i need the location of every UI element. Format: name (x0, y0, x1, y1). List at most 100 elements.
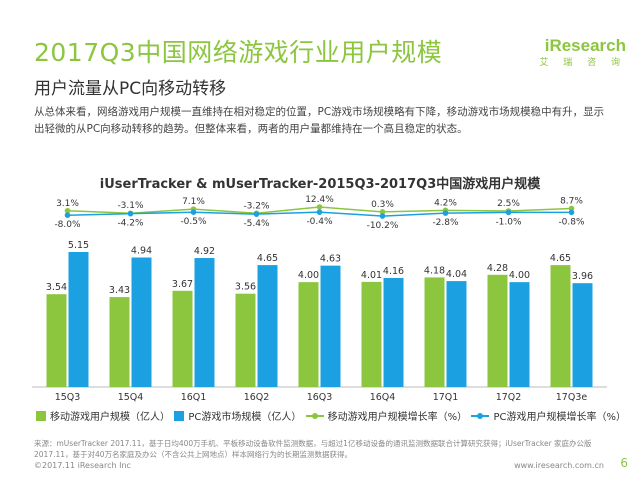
x-tick-label: 17Q3e (556, 392, 588, 403)
legend-item-mobile-growth: 移动游戏用户规模增长率（%） (305, 408, 468, 423)
legend-item-mobile-users: 移动游戏用户规模（亿人） (36, 408, 170, 423)
mobile-growth-label: 7.1% (182, 197, 205, 207)
x-tick-label: 15Q3 (55, 392, 81, 403)
mobile-growth-label: -3.2% (243, 201, 270, 211)
logo-subtext: 艾 瑞 咨 询 (539, 58, 626, 68)
mobile-growth-point (316, 204, 323, 210)
mobile-users-bar (109, 297, 130, 387)
copyright: ©2017.11 iResearch Inc (34, 461, 131, 470)
pc-users-label: 3.96 (572, 271, 593, 282)
pc-growth-label: -10.2% (367, 221, 399, 231)
x-tick-label: 17Q2 (496, 392, 522, 403)
pc-growth-point (568, 209, 575, 216)
pc-growth-point (505, 209, 512, 216)
mobile-users-label: 4.18 (424, 265, 445, 276)
pc-users-label: 5.15 (68, 240, 89, 251)
pc-growth-label: -2.8% (432, 218, 459, 228)
x-tick-label: 16Q3 (307, 392, 333, 403)
pc-users-bar (320, 265, 341, 387)
mobile-users-label: 4.01 (361, 270, 382, 281)
pc-growth-point (127, 210, 134, 217)
source-note: 来源：mUserTracker 2017.11，基于日均400万手机、平板移动设… (34, 439, 592, 459)
legend-item-pc-growth: PC游戏用户规模增长率（%） (471, 408, 626, 423)
pc-growth-label: -4.2% (117, 219, 144, 229)
legend-label: 移动游戏用户规模（亿人） (50, 412, 170, 423)
legend-label: 移动游戏用户规模增长率（%） (327, 412, 468, 423)
page-title: 2017Q3中国网络游戏行业用户规模 (34, 38, 443, 67)
mobile-growth-point (379, 209, 386, 215)
x-tick-label: 16Q4 (370, 392, 396, 403)
legend-swatch-blue-bar (174, 410, 185, 421)
pc-users-bar (131, 257, 152, 387)
pc-users-bar (446, 281, 467, 387)
mobile-users-bar (424, 277, 445, 387)
pc-users-label: 4.94 (131, 246, 152, 257)
pc-users-bar (572, 283, 593, 387)
pc-users-label: 4.16 (383, 266, 404, 277)
pc-users-label: 4.04 (446, 269, 467, 280)
mobile-users-bar (172, 290, 193, 387)
mobile-growth-label: -3.1% (117, 201, 144, 211)
mobile-users-bar (298, 282, 319, 387)
pc-growth-point (253, 211, 260, 217)
pc-users-bar (509, 282, 530, 387)
mobile-users-bar (46, 294, 67, 387)
x-tick-label: 16Q2 (244, 392, 270, 403)
mobile-growth-label: 2.5% (497, 199, 520, 209)
mobile-users-label: 3.43 (109, 285, 130, 296)
mobile-users-bar (235, 293, 256, 387)
pc-users-label: 4.65 (257, 253, 278, 264)
legend-swatch-green-line (305, 411, 324, 421)
pc-users-bar (68, 252, 89, 387)
combo-chart: 3.54 5.15 15Q3 3.43 4.94 15Q4 3.67 4.92 16Q1 3.56… (32, 195, 607, 403)
mobile-users-bar (487, 274, 508, 387)
mobile-growth-label: 8.7% (560, 197, 583, 207)
pc-growth-label: -0.4% (306, 217, 333, 227)
iresearch-logo: iResearch 艾 瑞 咨 询 (539, 36, 626, 68)
pc-users-label: 4.63 (320, 254, 341, 265)
pc-users-bar (383, 277, 404, 387)
pc-growth-point (190, 209, 197, 215)
chart-title: iUserTracker & mUserTracker-2015Q3-2017Q… (99, 177, 541, 192)
website: www.iresearch.com.cn (514, 461, 604, 470)
mobile-users-label: 3.67 (172, 279, 193, 290)
pc-users-label: 4.92 (194, 246, 215, 257)
pc-growth-point (64, 212, 71, 218)
mobile-users-label: 3.54 (46, 282, 67, 293)
logo-text: iResearch (544, 36, 626, 55)
pc-growth-label: -5.4% (243, 219, 270, 229)
x-tick-label: 17Q1 (433, 392, 459, 403)
pc-growth-point (379, 213, 386, 219)
pc-growth-label: -1.0% (495, 217, 522, 227)
pc-growth-label: -0.5% (180, 217, 207, 227)
pc-growth-label: -0.8% (558, 217, 585, 227)
legend-item-pc-users: PC游戏市场规模（亿人） (174, 408, 301, 423)
pc-growth-point (316, 209, 323, 215)
x-tick-label: 15Q4 (118, 392, 144, 403)
mobile-users-label: 3.56 (235, 282, 256, 293)
page-number: 6 (620, 456, 628, 470)
pc-users-label: 4.00 (509, 270, 530, 281)
mobile-growth-label: 0.3% (371, 200, 394, 210)
mobile-users-label: 4.00 (298, 270, 319, 281)
pc-users-bar (257, 265, 278, 387)
x-tick-label: 16Q1 (181, 392, 207, 403)
chart-legend: 移动游戏用户规模（亿人） PC游戏市场规模（亿人） 移动游戏用户规模增长率（%）… (36, 408, 626, 423)
mobile-growth-label: 12.4% (305, 195, 334, 205)
legend-swatch-blue-line (471, 411, 490, 421)
pc-users-bar (194, 258, 215, 387)
legend-swatch-green-bar (36, 410, 46, 421)
legend-label: PC游戏市场规模（亿人） (188, 412, 302, 423)
mobile-users-label: 4.65 (550, 253, 571, 264)
mobile-users-bar (550, 265, 571, 387)
mobile-users-bar (361, 281, 382, 387)
mobile-growth-label: 3.1% (56, 199, 79, 209)
page-subtitle: 用户流量从PC向移动转移 (34, 79, 227, 99)
mobile-growth-point (64, 207, 71, 214)
pc-growth-label: -8.0% (54, 220, 81, 230)
description-text: 从总体来看，网络游戏用户规模一直维持在相对稳定的位置，PC游戏市场规模略有下降，… (34, 106, 605, 135)
legend-label: PC游戏用户规模增长率（%） (493, 412, 626, 423)
mobile-users-label: 4.28 (487, 263, 508, 274)
pc-growth-point (442, 210, 449, 216)
mobile-growth-label: 4.2% (434, 198, 457, 208)
